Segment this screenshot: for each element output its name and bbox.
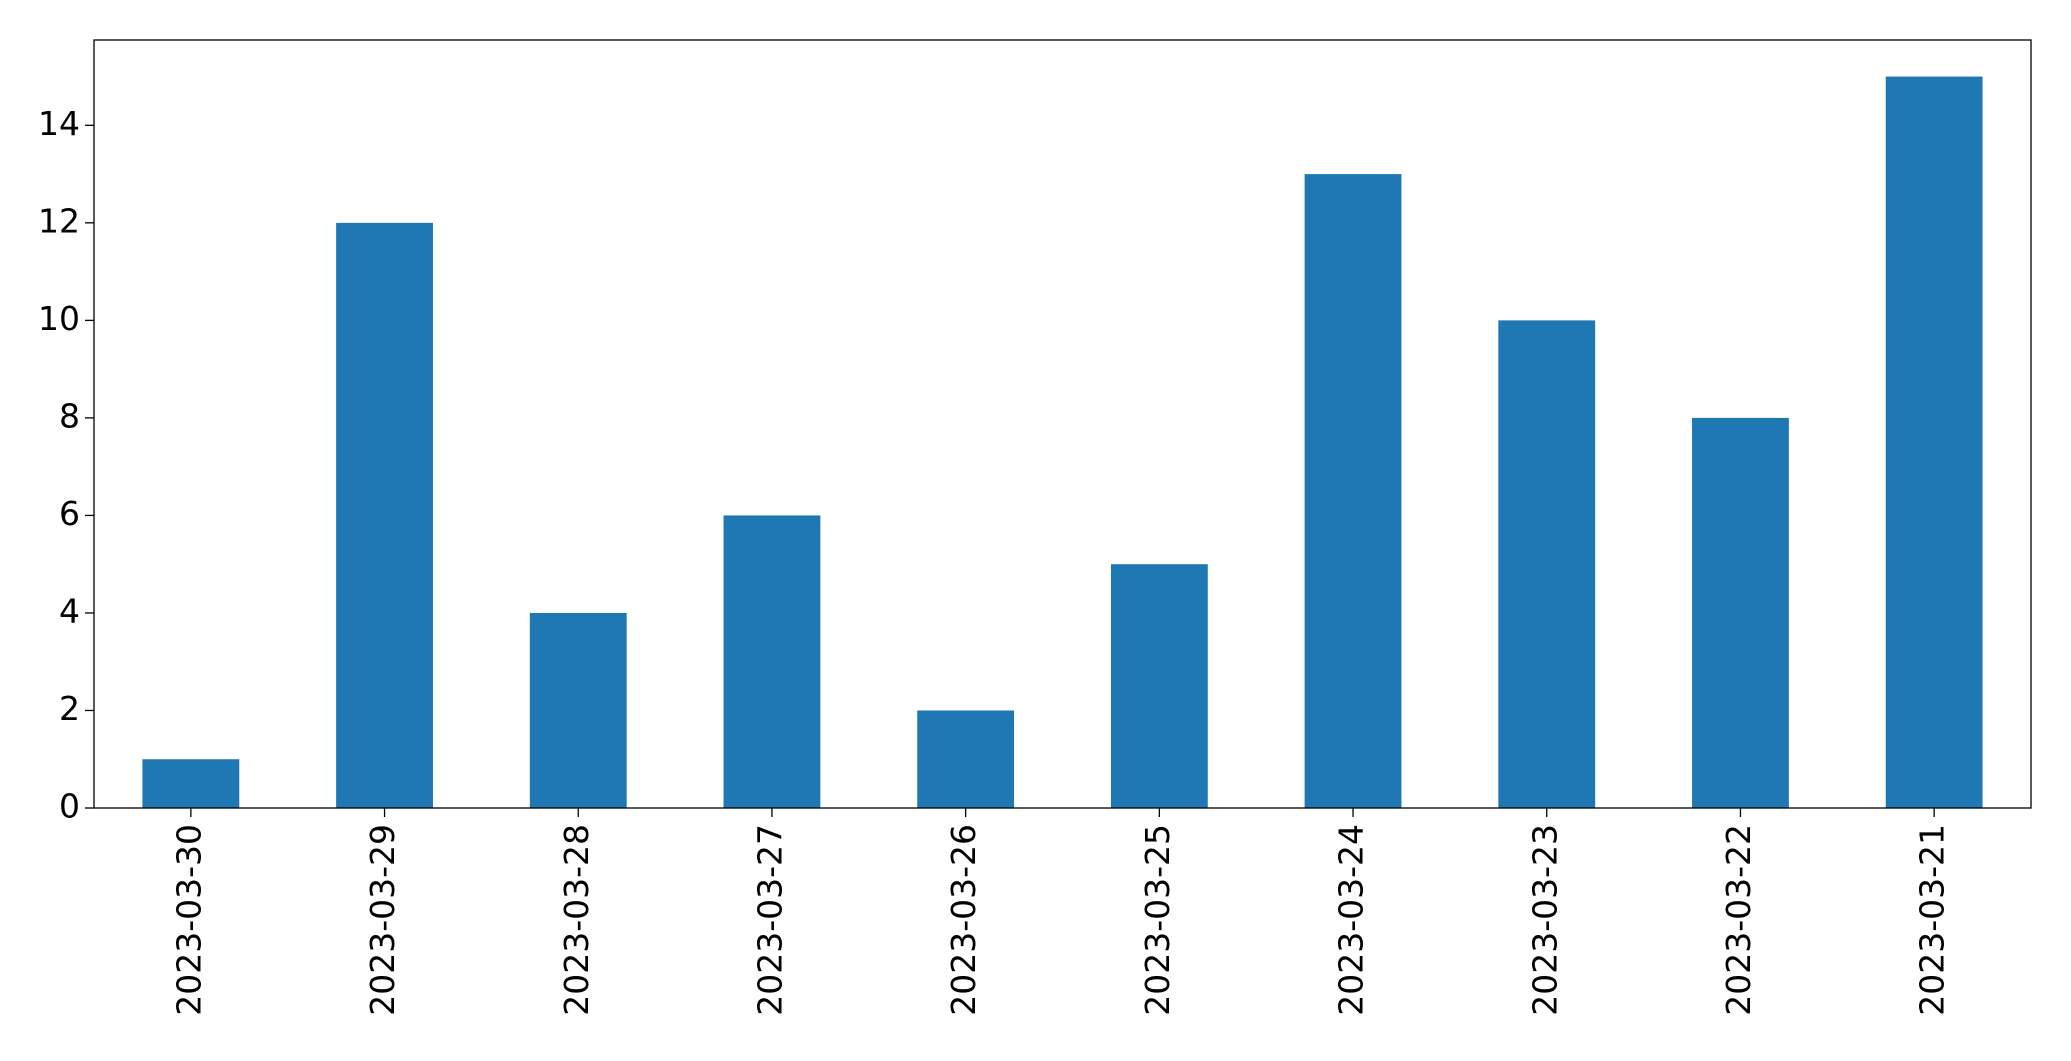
y-tick-label: 0 [59, 787, 80, 826]
bar [336, 222, 433, 808]
x-tick-label: 2023-03-29 [363, 824, 402, 1016]
bar [917, 710, 1015, 808]
bar [1692, 417, 1789, 808]
x-tick-label: 2023-03-28 [557, 824, 596, 1016]
bar [142, 759, 240, 808]
y-tick-label: 6 [59, 494, 80, 533]
bar [723, 515, 821, 808]
bar [1498, 320, 1596, 808]
plot-frame [93, 39, 2032, 809]
y-tick-label: 14 [38, 104, 80, 143]
y-tick-label: 10 [38, 299, 80, 338]
x-tick-label: 2023-03-24 [1332, 824, 1371, 1016]
x-tick-label: 2023-03-30 [169, 824, 208, 1016]
x-tick-label: 2023-03-26 [944, 824, 983, 1016]
y-tick-label: 12 [38, 201, 80, 240]
y-tick-label: 2 [59, 689, 80, 728]
x-tick-label: 2023-03-23 [1525, 824, 1564, 1016]
x-tick-label: 2023-03-22 [1719, 824, 1758, 1016]
bar [1885, 76, 1983, 809]
x-tick-label: 2023-03-27 [750, 824, 789, 1016]
bar [1110, 564, 1208, 808]
x-tick-label: 2023-03-25 [1138, 824, 1177, 1016]
y-tick-label: 4 [59, 591, 80, 630]
y-tick-label: 8 [59, 396, 80, 435]
bar [529, 612, 627, 808]
bar [1304, 174, 1402, 809]
x-tick-label: 2023-03-21 [1913, 824, 1952, 1016]
